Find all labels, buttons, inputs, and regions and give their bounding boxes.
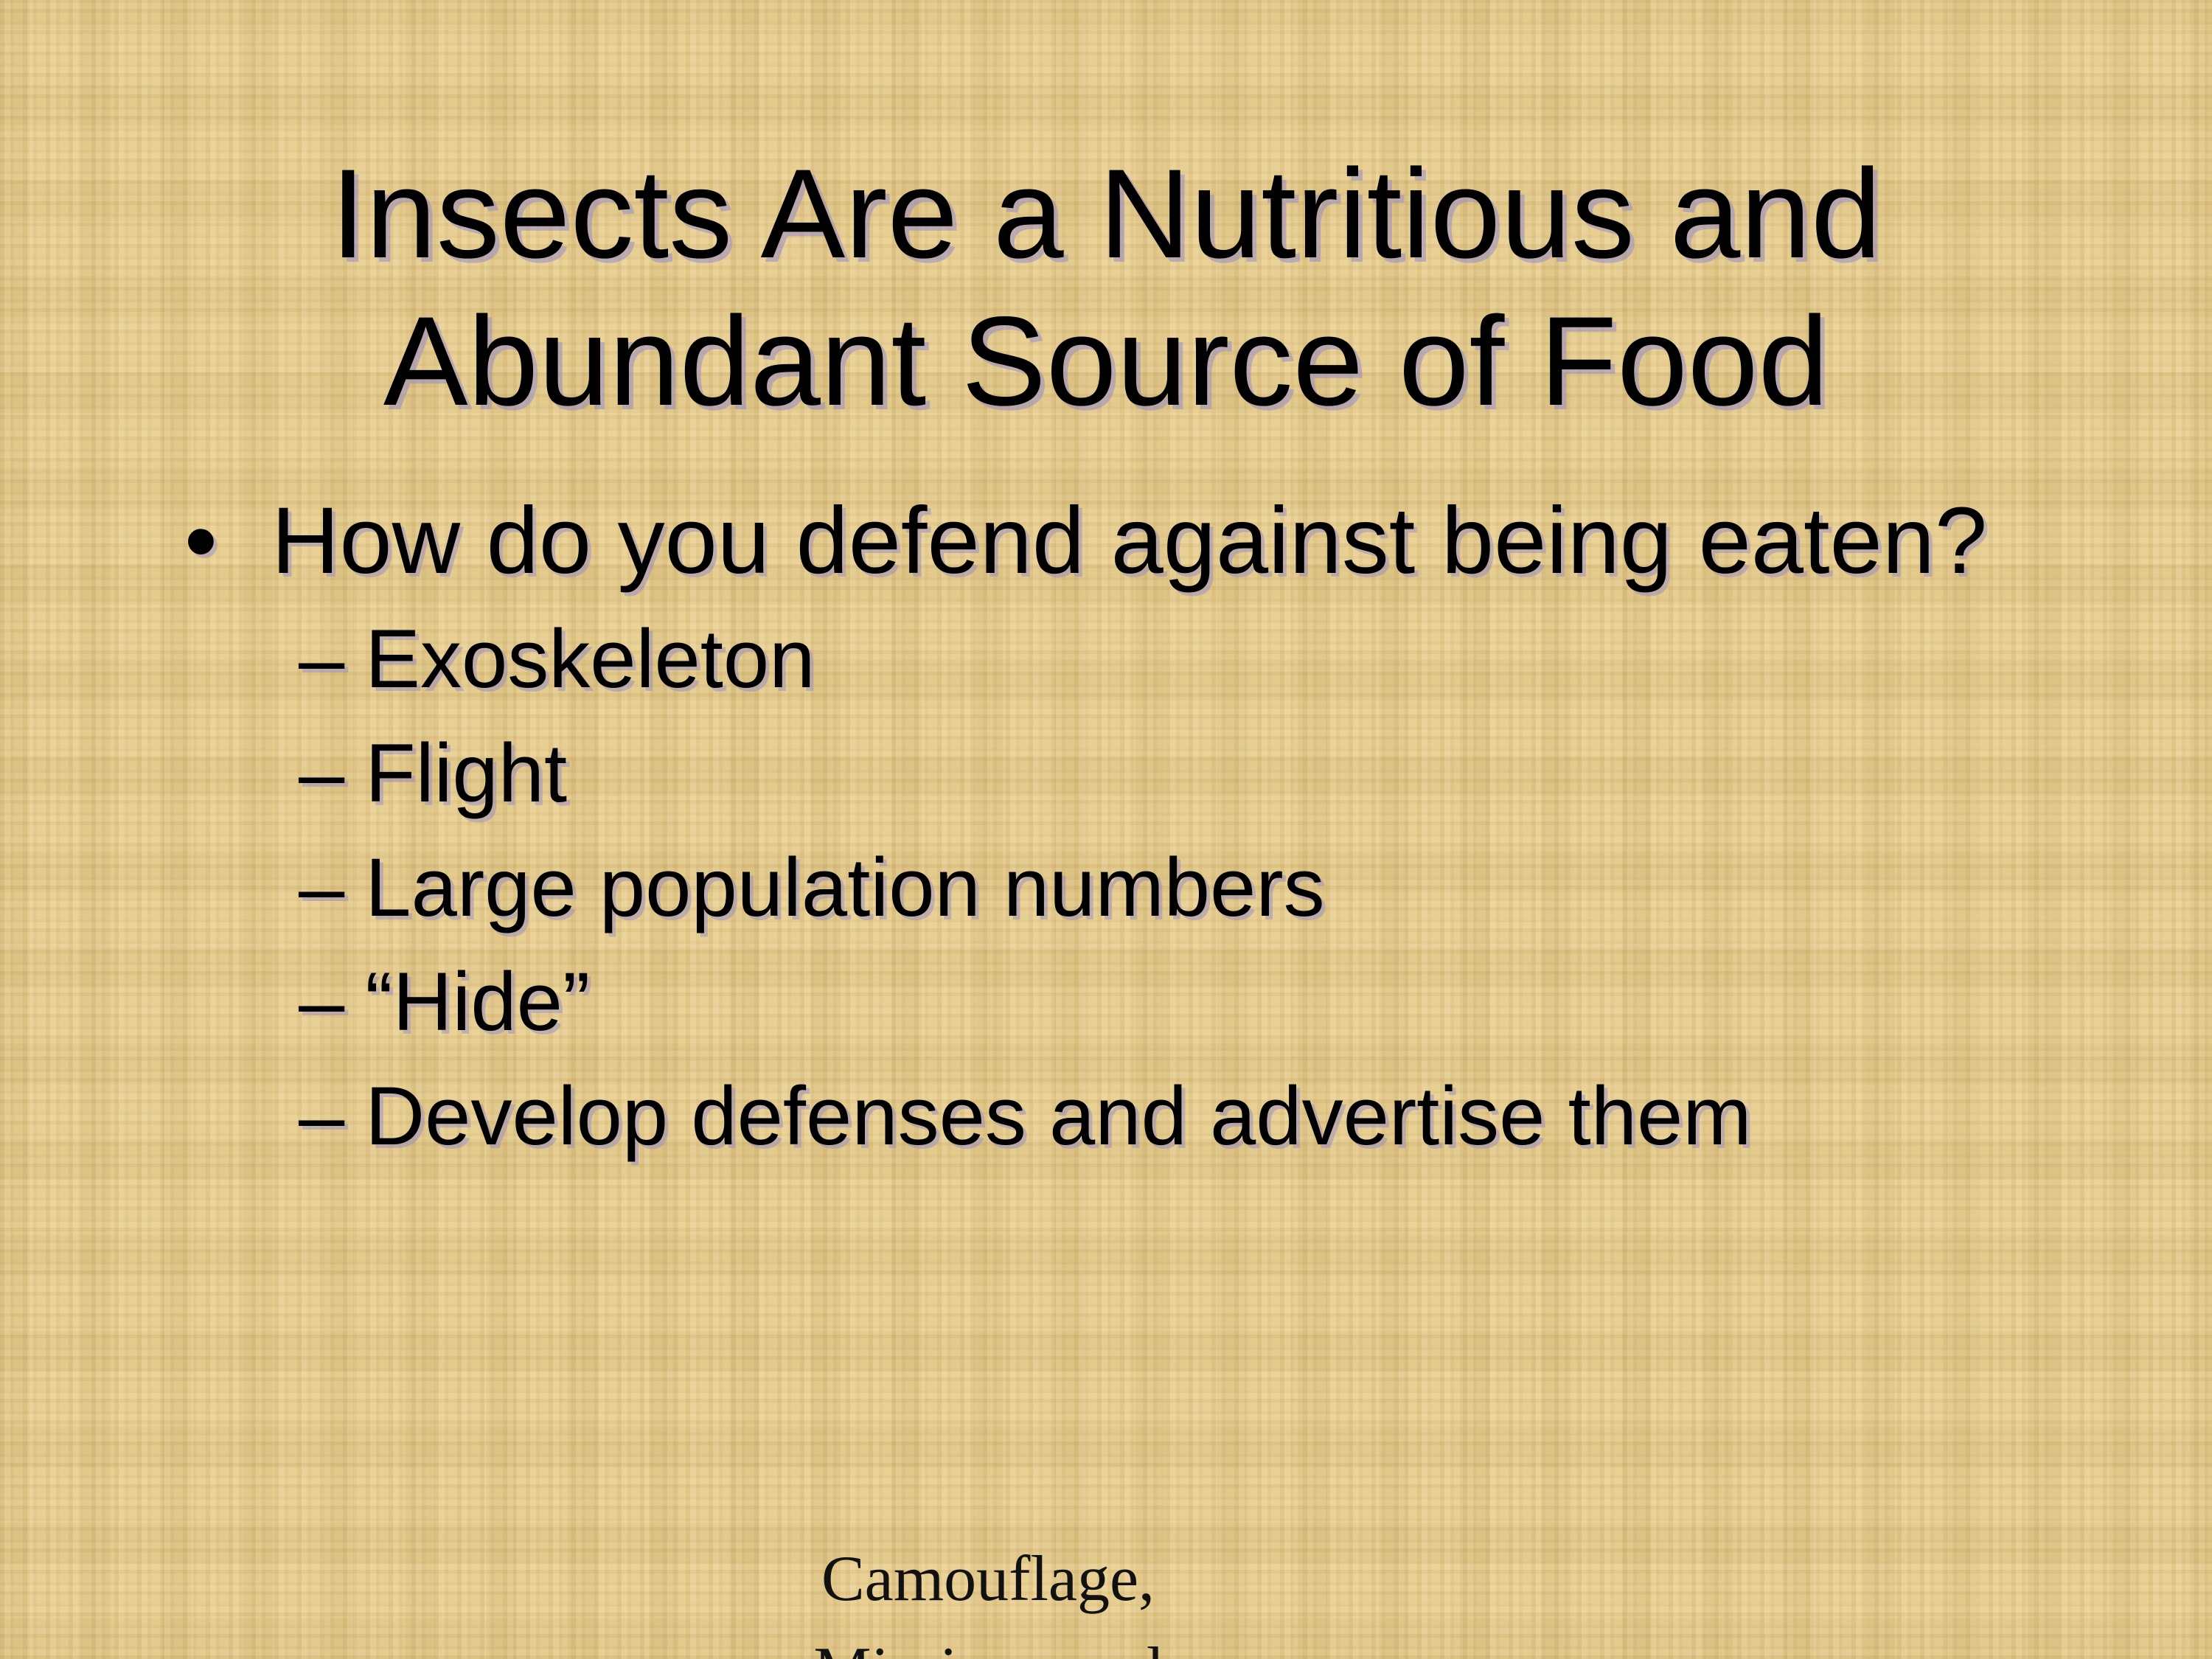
sub-item-defenses: – Develop defenses and advertise them [299, 1059, 2028, 1173]
dash-icon: – [299, 727, 345, 819]
dash-icon: – [299, 613, 345, 705]
bullet-dot-icon: • [184, 488, 218, 594]
footer-line-2: Mimicry, and [752, 1625, 1224, 1659]
bullet-item: • How do you defend against being eaten? [184, 487, 2028, 596]
title-line-1: Insects Are a Nutritious and [330, 143, 1882, 285]
sub-item-population: – Large population numbers [299, 830, 2028, 945]
footer-line-1: Camouflage, [821, 1543, 1155, 1615]
slide-title: Insects Are a Nutritious and Abundant So… [147, 140, 2065, 435]
sub-item-text: Develop defenses and advertise them [365, 1070, 1752, 1162]
bullet-text: How do you defend against being eaten? [271, 488, 1988, 594]
sub-item-exoskeleton: – Exoskeleton [299, 602, 2028, 716]
sub-item-flight: – Flight [299, 716, 2028, 830]
sub-item-text: Large population numbers [365, 841, 1325, 933]
dash-icon: – [299, 956, 345, 1048]
dash-icon: – [299, 1070, 345, 1162]
dash-icon: – [299, 841, 345, 933]
sub-item-text: Flight [365, 727, 568, 819]
slide-body: • How do you defend against being eaten?… [184, 487, 2028, 1173]
sub-bullet-list: – Exoskeleton – Flight – Large population n… [184, 602, 2028, 1173]
sub-item-hide: – “Hide” [299, 945, 2028, 1059]
title-line-2: Abundant Source of Food [383, 291, 1829, 432]
sub-item-text: “Hide” [365, 956, 591, 1048]
sub-item-text: Exoskeleton [365, 613, 815, 705]
footer-caption: Camouflage, Mimicry, and [752, 1534, 1224, 1659]
